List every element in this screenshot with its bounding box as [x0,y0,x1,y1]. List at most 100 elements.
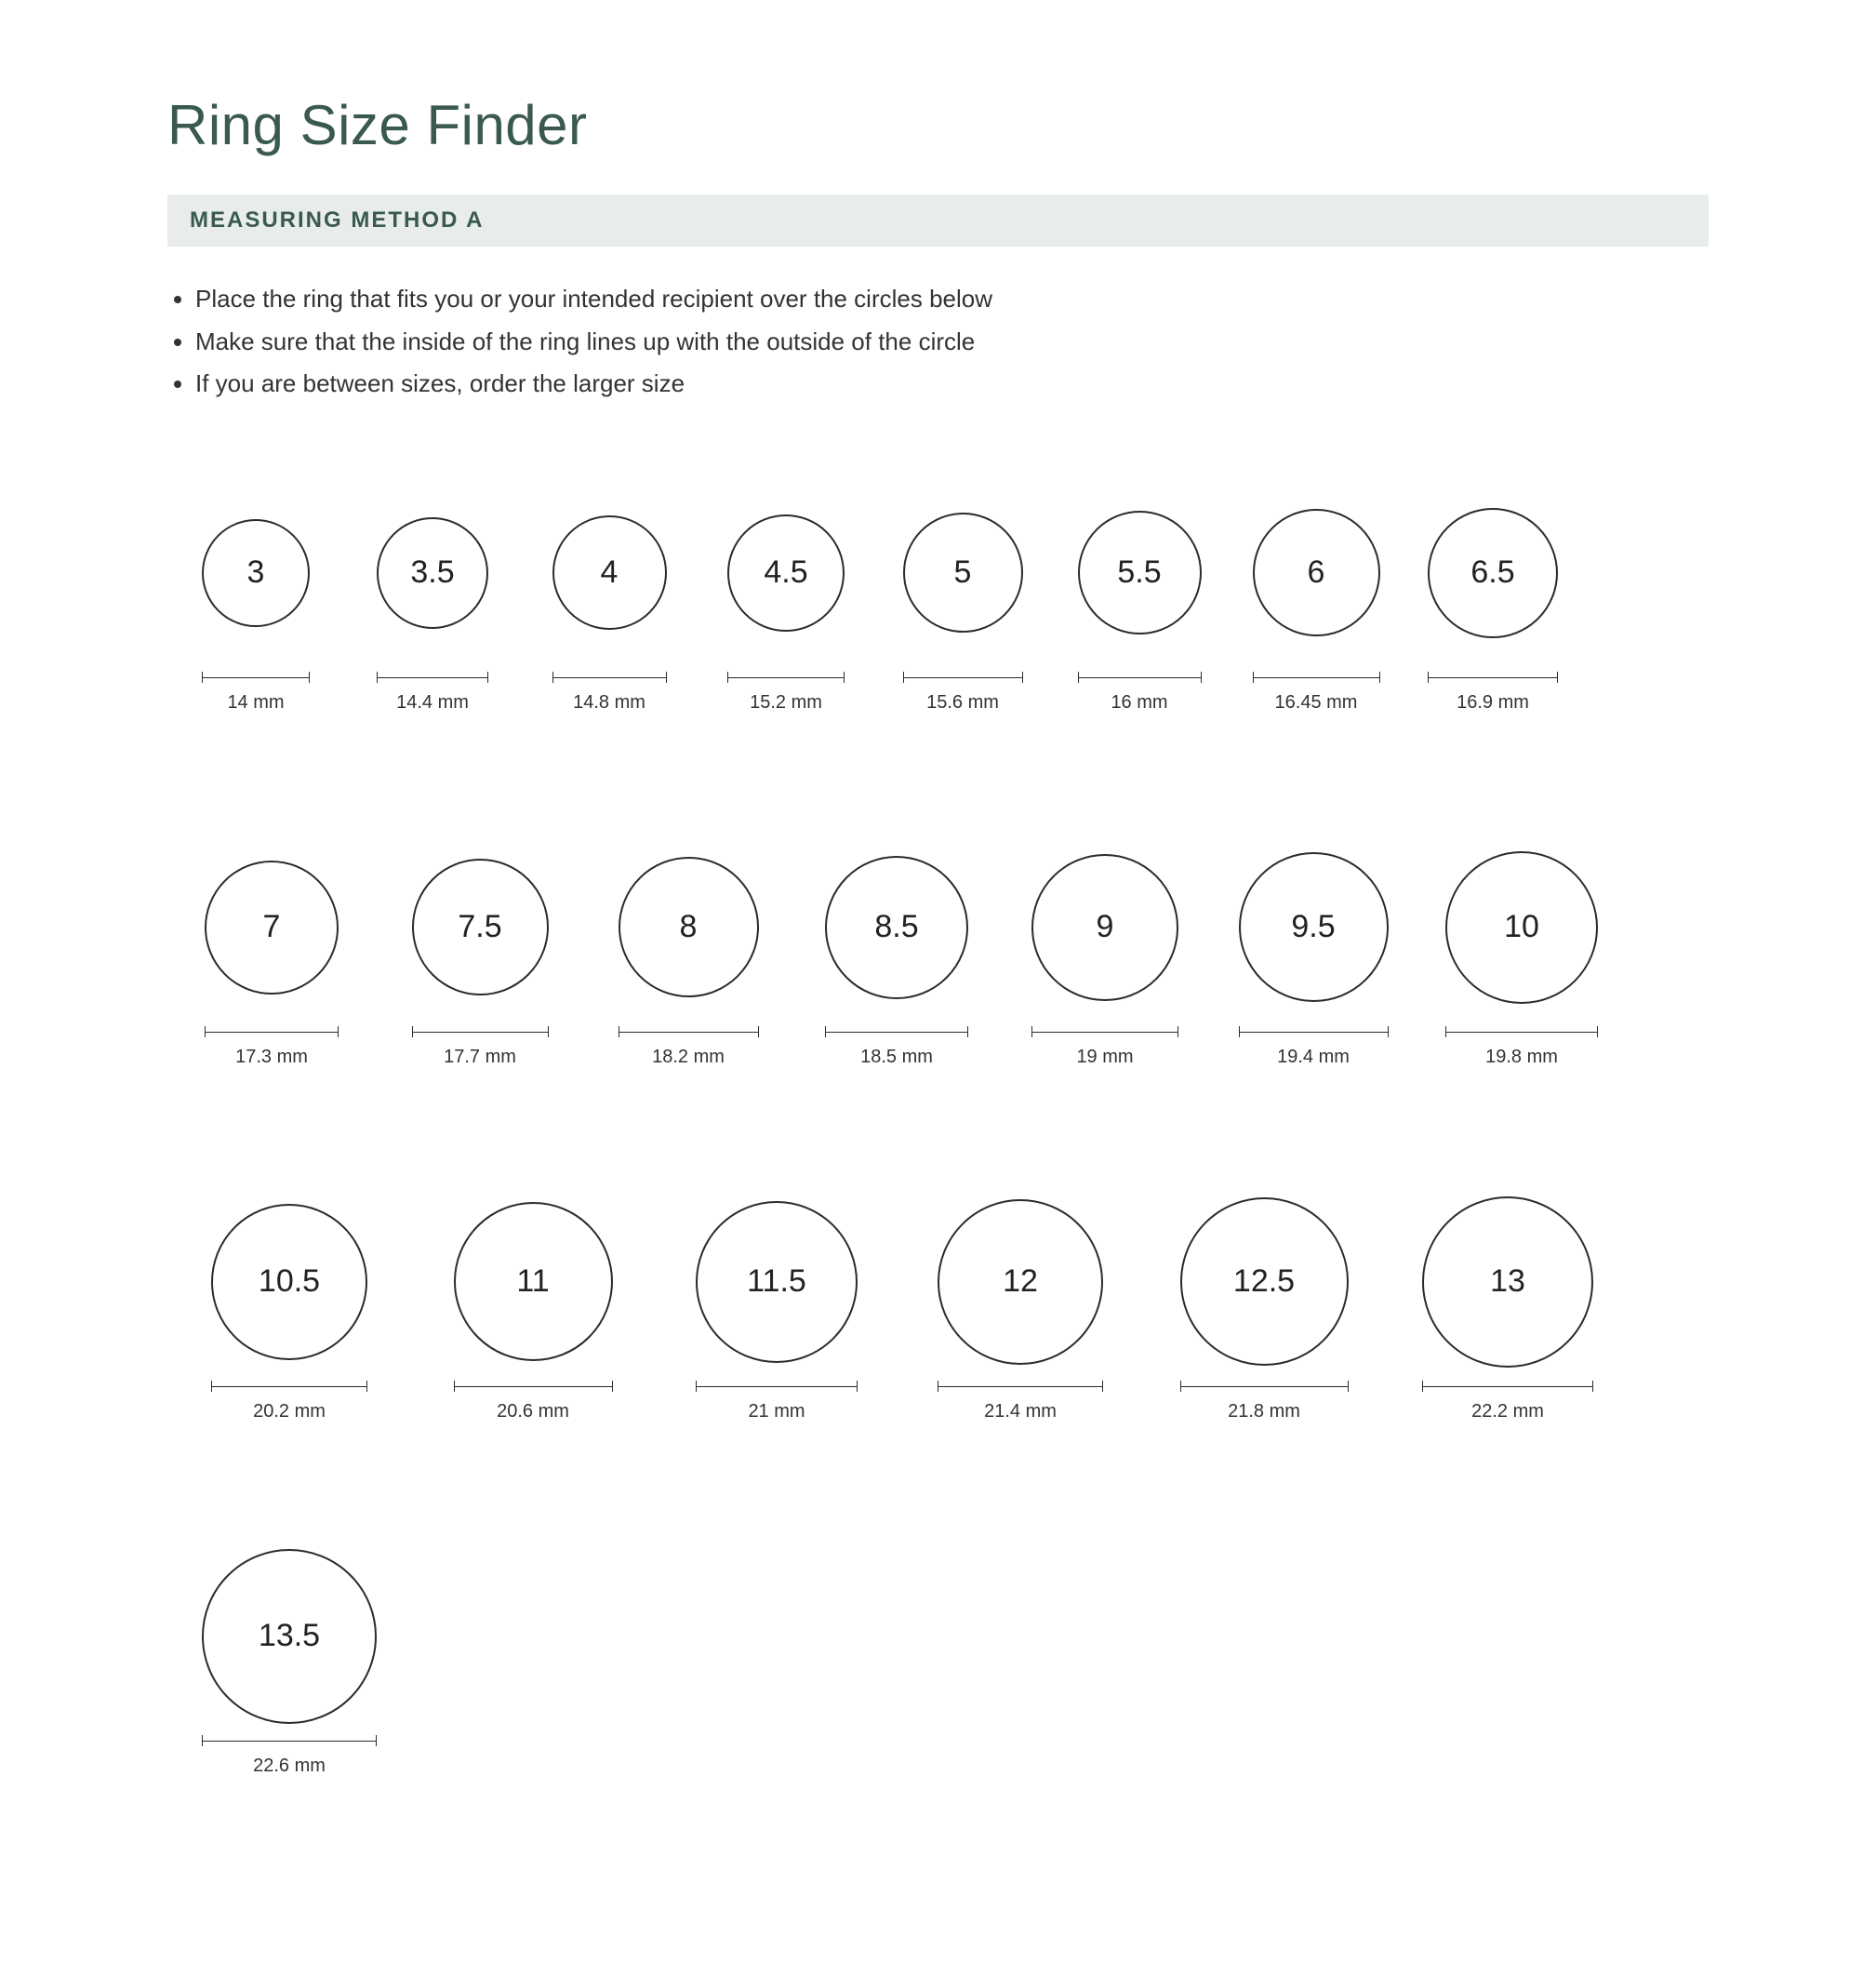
ring-item: 9 19 mm [1001,844,1209,1068]
ring-circle: 9.5 [1239,852,1389,1002]
ring-item: 5.5 16 mm [1051,489,1228,714]
measure-bar-icon [205,1026,339,1037]
ring-circle-wrap: 3 [202,489,310,657]
ring-measure: 14.4 mm [377,672,488,714]
measure-bar-icon [1422,1381,1593,1392]
ring-measure: 20.2 mm [211,1381,367,1422]
ring-size-label: 6 [1308,554,1325,591]
ring-circle: 4 [552,515,667,630]
measure-bar-icon [938,1381,1103,1392]
mm-label: 16 mm [1111,692,1167,714]
ring-circle: 12 [938,1199,1103,1365]
mm-label: 16.45 mm [1275,692,1358,714]
ring-circle: 7 [205,861,339,995]
measure-bar-icon [727,672,845,683]
instruction-item: If you are between sizes, order the larg… [195,363,1709,406]
ring-size-label: 13.5 [259,1618,320,1654]
ring-circle: 6.5 [1428,508,1558,638]
ring-measure: 19 mm [1031,1026,1178,1068]
ring-circle: 4.5 [727,514,845,632]
measure-bar-icon [1239,1026,1389,1037]
measure-bar-icon [377,672,488,683]
ring-circle-wrap: 9 [1031,844,1178,1011]
ring-circle-wrap: 6.5 [1428,489,1558,657]
measure-bar-icon [1253,672,1380,683]
measure-bar-icon [1031,1026,1178,1037]
ring-size-label: 11.5 [747,1263,806,1300]
mm-label: 21 mm [748,1401,805,1422]
ring-measure: 20.6 mm [454,1381,613,1422]
mm-label: 21.4 mm [984,1401,1057,1422]
ring-item: 10 19.8 mm [1417,844,1626,1068]
ring-size-label: 8.5 [874,909,918,945]
ring-size-label: 7.5 [458,909,501,945]
ring-circle: 7.5 [412,859,549,995]
ring-circle: 11.5 [696,1201,858,1363]
mm-label: 14.8 mm [573,692,645,714]
instruction-item: Place the ring that fits you or your int… [195,278,1709,321]
ring-size-label: 12.5 [1233,1263,1295,1300]
measure-bar-icon [202,672,310,683]
ring-item: 13.5 22.6 mm [167,1553,411,1777]
ring-item: 4 14.8 mm [521,489,698,714]
ring-circle-wrap: 8 [619,844,759,1011]
mm-label: 20.6 mm [497,1401,569,1422]
ring-measure: 15.2 mm [727,672,845,714]
ring-item: 4.5 15.2 mm [698,489,874,714]
ring-size-label: 10.5 [259,1263,320,1300]
ring-size-label: 4.5 [764,554,807,591]
ring-circle-wrap: 3.5 [377,489,488,657]
ring-item: 12.5 21.8 mm [1142,1198,1386,1422]
ring-measure: 17.7 mm [412,1026,549,1068]
measure-bar-icon [1078,672,1202,683]
ring-measure: 19.8 mm [1445,1026,1598,1068]
ring-circle: 10.5 [211,1204,367,1360]
mm-label: 19.8 mm [1485,1047,1558,1068]
page: Ring Size Finder MEASURING METHOD A Plac… [0,0,1876,1963]
ring-measure: 14.8 mm [552,672,667,714]
ring-circle-wrap: 11.5 [696,1198,858,1366]
measure-bar-icon [696,1381,858,1392]
ring-size-label: 6.5 [1470,554,1514,591]
ring-circle: 13.5 [202,1549,377,1724]
ring-circle: 10 [1445,851,1598,1004]
ring-circle-wrap: 4.5 [727,489,845,657]
measure-bar-icon [412,1026,549,1037]
ring-circle-wrap: 5.5 [1078,489,1202,657]
instruction-item: Make sure that the inside of the ring li… [195,321,1709,364]
ring-circle: 5.5 [1078,511,1202,634]
mm-label: 19 mm [1076,1047,1133,1068]
mm-label: 17.3 mm [235,1047,308,1068]
ring-measure: 16 mm [1078,672,1202,714]
ring-circle: 3 [202,519,310,627]
ring-item: 6.5 16.9 mm [1404,489,1581,714]
measure-bar-icon [1180,1381,1349,1392]
ring-measure: 22.6 mm [202,1735,377,1777]
page-title: Ring Size Finder [167,93,1709,157]
mm-label: 15.2 mm [750,692,822,714]
ring-size-label: 10 [1504,909,1539,945]
ring-size-label: 9.5 [1291,909,1335,945]
ring-item: 10.5 20.2 mm [167,1198,411,1422]
ring-circle-wrap: 7 [205,844,339,1011]
mm-label: 16.9 mm [1457,692,1529,714]
ring-size-label: 3.5 [410,554,454,591]
measure-bar-icon [1445,1026,1598,1037]
ring-size-label: 4 [601,554,619,591]
ring-measure: 16.9 mm [1428,672,1558,714]
measure-bar-icon [825,1026,968,1037]
ring-circle-wrap: 11 [454,1198,613,1366]
mm-label: 22.2 mm [1471,1401,1544,1422]
ring-size-label: 9 [1097,909,1114,945]
ring-circle-wrap: 4 [552,489,667,657]
ring-size-label: 8 [680,909,698,945]
ring-measure: 14 mm [202,672,310,714]
measure-bar-icon [552,672,667,683]
ring-circle-wrap: 12 [938,1198,1103,1366]
ring-circle-wrap: 5 [903,489,1023,657]
ring-circle: 6 [1253,509,1380,636]
ring-measure: 21.8 mm [1180,1381,1349,1422]
mm-label: 22.6 mm [253,1756,326,1777]
ring-measure: 17.3 mm [205,1026,339,1068]
ring-measure: 18.5 mm [825,1026,968,1068]
